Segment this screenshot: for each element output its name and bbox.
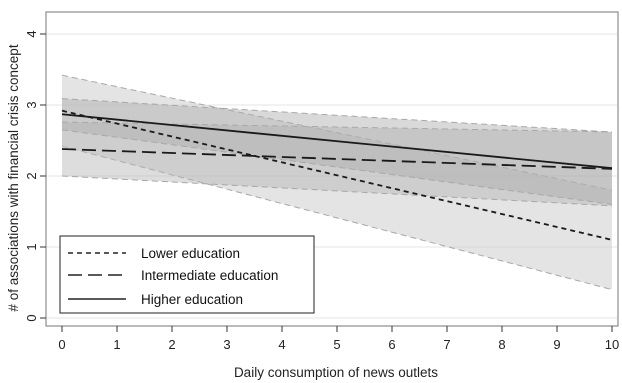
series-lines: [61, 109, 613, 241]
ci-band-1: [62, 122, 612, 206]
x-tick-label-4: 4: [278, 337, 285, 352]
confidence-bands: [61, 74, 613, 291]
ci-lower-2: [61, 129, 613, 205]
legend-label-lower-education: Lower education: [141, 246, 240, 261]
ci-lower-1: [61, 175, 613, 207]
series-line-0: [61, 109, 613, 241]
x-tick-label-6: 6: [388, 337, 395, 352]
y-tick-label-1: 1: [24, 243, 39, 250]
x-tick-label-8: 8: [498, 337, 505, 352]
legend-box: [59, 235, 315, 314]
y-axis-title: # of associations with financial crisis …: [6, 44, 21, 311]
series-line-2: [61, 113, 613, 170]
x-tick-label-1: 1: [113, 337, 120, 352]
y-tick-label-3: 3: [24, 101, 39, 108]
x-axis: 0 1 2 3 4 5 6 7 8 9 10: [58, 326, 619, 352]
legend-label-higher-education: Higher education: [141, 292, 243, 307]
y-tick-label-0: 0: [24, 314, 39, 321]
x-tick-label-3: 3: [223, 337, 230, 352]
ci-upper-0: [61, 74, 613, 191]
x-tick-label-7: 7: [443, 337, 450, 352]
ci-band-0: [62, 75, 612, 290]
y-tick-label-4: 4: [24, 30, 39, 37]
x-tick-label-2: 2: [168, 337, 175, 352]
x-tick-label-5: 5: [333, 337, 340, 352]
y-tick-label-2: 2: [24, 172, 39, 179]
ci-upper-2: [61, 98, 613, 133]
series-line-1: [61, 148, 613, 170]
x-tick-label-10: 10: [605, 337, 619, 352]
ci-band-2: [62, 98, 612, 205]
y-axis: 0 1 2 3 4: [24, 30, 46, 322]
x-tick-label-9: 9: [553, 337, 560, 352]
legend-label-intermediate-education: Intermediate education: [141, 268, 278, 283]
legend: Lower education Intermediate education H…: [59, 235, 315, 314]
x-tick-label-0: 0: [58, 337, 65, 352]
x-axis-title: Daily consumption of news outlets: [234, 365, 438, 380]
ci-lower-0: [61, 145, 613, 291]
